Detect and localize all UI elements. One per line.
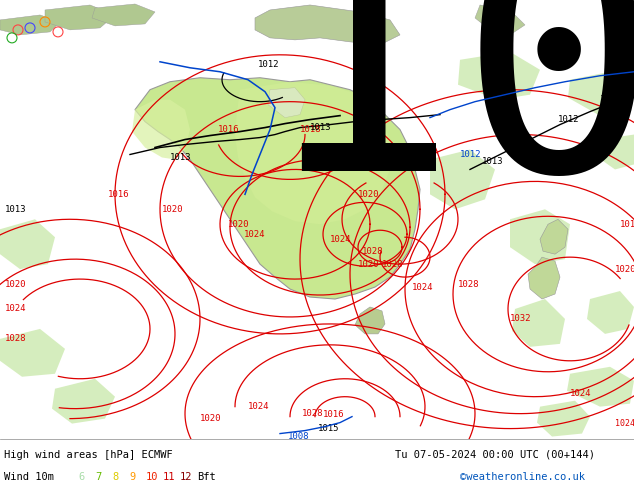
Text: 1016: 1016 — [620, 220, 634, 229]
Polygon shape — [458, 52, 540, 99]
Text: 1016: 1016 — [218, 125, 240, 134]
Polygon shape — [135, 78, 420, 299]
Text: 1028: 1028 — [458, 280, 479, 289]
Text: 1024: 1024 — [248, 402, 269, 411]
Text: Tu 07-05-2024 00:00 UTC (00+144): Tu 07-05-2024 00:00 UTC (00+144) — [395, 450, 595, 460]
Text: Bft: Bft — [197, 472, 216, 482]
Polygon shape — [235, 82, 390, 224]
Text: High wind areas [hPa] ECMWF: High wind areas [hPa] ECMWF — [4, 450, 172, 460]
Text: 9: 9 — [129, 472, 135, 482]
Text: 1024: 1024 — [570, 389, 592, 398]
Text: 1020: 1020 — [5, 280, 27, 289]
Text: 1028: 1028 — [382, 260, 403, 269]
Text: 1013: 1013 — [5, 205, 27, 214]
Text: 6: 6 — [78, 472, 84, 482]
Text: 10: 10 — [146, 472, 158, 482]
Text: 1020: 1020 — [358, 190, 380, 199]
Polygon shape — [0, 220, 55, 269]
Polygon shape — [430, 149, 495, 209]
Text: 1015: 1015 — [318, 424, 339, 433]
Polygon shape — [132, 99, 190, 159]
Text: 1012: 1012 — [558, 115, 579, 124]
Text: 1024–: 1024– — [615, 419, 634, 428]
Text: 8: 8 — [112, 472, 119, 482]
Text: 1032: 1032 — [510, 315, 531, 323]
Polygon shape — [537, 401, 590, 437]
Text: 7: 7 — [95, 472, 101, 482]
Text: 1016: 1016 — [108, 190, 129, 199]
Polygon shape — [568, 72, 634, 115]
Text: ©weatheronline.co.uk: ©weatheronline.co.uk — [460, 472, 585, 482]
Polygon shape — [567, 367, 634, 407]
Polygon shape — [52, 379, 115, 423]
Text: Wind 10m: Wind 10m — [4, 472, 54, 482]
Text: 1024: 1024 — [330, 235, 351, 244]
Polygon shape — [45, 5, 115, 30]
Polygon shape — [528, 257, 560, 299]
Text: 1020: 1020 — [228, 220, 250, 229]
Polygon shape — [598, 135, 634, 170]
Text: 1020: 1020 — [615, 265, 634, 273]
Text: 1020: 1020 — [358, 260, 380, 269]
Text: 1013: 1013 — [258, 0, 634, 240]
Text: 1013: 1013 — [170, 153, 191, 162]
Text: 1008: 1008 — [288, 432, 309, 441]
Polygon shape — [510, 209, 570, 264]
Polygon shape — [512, 299, 565, 347]
Text: 1020: 1020 — [162, 205, 183, 214]
Text: 1028: 1028 — [5, 334, 27, 343]
Polygon shape — [475, 5, 525, 35]
Text: 1013: 1013 — [310, 123, 332, 132]
Text: 1028: 1028 — [362, 246, 384, 256]
Text: 1020: 1020 — [200, 414, 221, 423]
Text: 1018: 1018 — [300, 125, 321, 134]
Text: 1024: 1024 — [412, 283, 434, 292]
Polygon shape — [255, 5, 400, 45]
Polygon shape — [268, 88, 305, 118]
Polygon shape — [540, 220, 568, 254]
Text: 1012: 1012 — [460, 150, 481, 159]
Text: 1012: 1012 — [258, 60, 280, 69]
Text: 1013: 1013 — [600, 95, 621, 104]
Text: 1013: 1013 — [482, 157, 503, 166]
Polygon shape — [355, 307, 385, 334]
Text: 1024: 1024 — [5, 304, 27, 314]
Polygon shape — [587, 291, 634, 334]
Text: 11: 11 — [163, 472, 176, 482]
Text: 1028: 1028 — [302, 409, 323, 418]
Text: 1024: 1024 — [244, 230, 266, 239]
Text: 1016: 1016 — [323, 410, 344, 419]
Polygon shape — [0, 329, 65, 377]
Text: 12: 12 — [180, 472, 193, 482]
Polygon shape — [92, 4, 155, 26]
Polygon shape — [0, 15, 60, 35]
